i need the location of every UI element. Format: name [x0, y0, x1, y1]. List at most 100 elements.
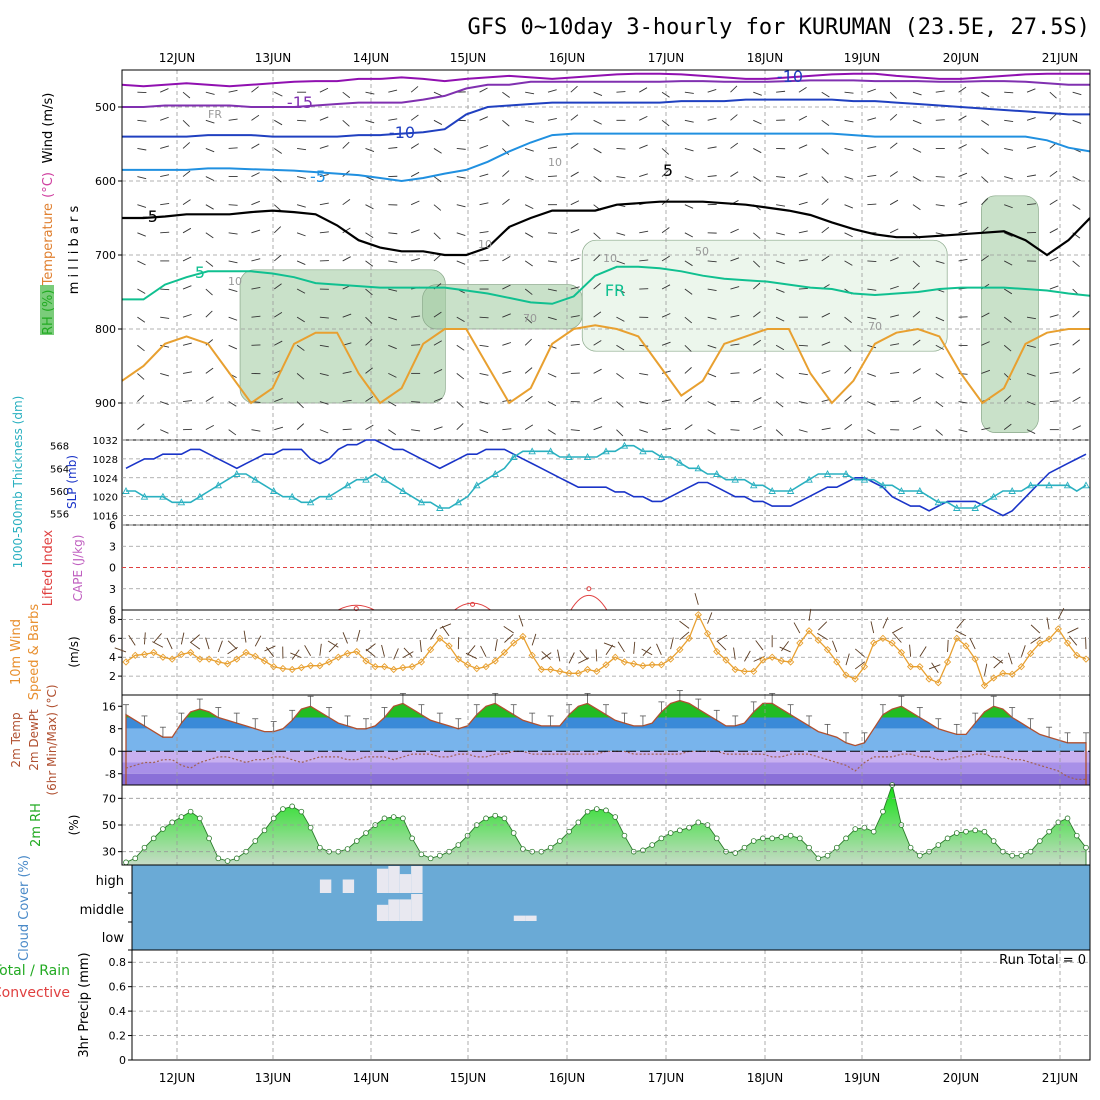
ylabel-lifted-index: Lifted Index: [41, 529, 56, 606]
wind-barb: [639, 87, 648, 93]
wind-barb-10m: [465, 652, 477, 659]
wind-speed-marker: [870, 639, 878, 647]
wind-barb: [1072, 176, 1081, 182]
thickness-marker: [657, 453, 666, 460]
cloud-cell-high: [319, 879, 332, 893]
wind-barb: [433, 254, 441, 262]
wind-barb: [365, 338, 373, 346]
rh-marker: [861, 824, 868, 831]
wind-barb: [753, 91, 762, 96]
wind-barb-10m: [744, 650, 751, 662]
wind-barb: [205, 288, 213, 296]
wind-barb: [502, 370, 512, 374]
wind-barb: [570, 429, 580, 432]
rh-marker: [1037, 838, 1043, 844]
wind-barb: [775, 288, 785, 293]
wind-barb: [547, 344, 557, 349]
rh-marker: [907, 844, 914, 851]
wind-barb-10m: [264, 645, 276, 652]
wind-barb-10m: [993, 659, 1003, 669]
wind-barb: [1095, 119, 1100, 120]
wind-speed-marker: [260, 657, 269, 665]
wind-barb: [1049, 170, 1058, 177]
wind-barb-10m: [403, 647, 413, 657]
wind-barb: [912, 260, 920, 268]
rh-2m-panel: 30 50 70 2m RH (%): [29, 782, 1091, 866]
wind-barb-10m: [419, 639, 422, 652]
li-ylabel-right: CAPE (J/kg): [71, 535, 85, 602]
wind-barb: [867, 429, 876, 435]
wind-speed-marker: [131, 651, 139, 659]
wind-barb: [273, 204, 282, 212]
wind-barb: [639, 173, 648, 177]
wind-speed-marker: [223, 660, 232, 668]
rh-marker: [141, 844, 148, 851]
isotherm--10: [122, 98, 1090, 138]
ylabel-slp: SLP (mb): [65, 455, 79, 509]
wind-barb: [433, 91, 443, 97]
date-label-top: 16JUN: [549, 51, 586, 65]
lifted-index-bump: [454, 602, 491, 611]
wind-barb: [1026, 145, 1036, 149]
wind-barb: [274, 340, 283, 346]
date-label-top: 17JUN: [648, 51, 685, 65]
wind-speed-marker: [288, 665, 296, 674]
wind-speed-marker: [620, 658, 629, 666]
cloud-cell-middle: [388, 899, 400, 921]
wind-barb: [753, 397, 762, 402]
rh-marker: [353, 838, 360, 844]
cloud-cover-panel: high middle low Cloud Cover (%): [17, 855, 1091, 961]
wind-barb: [1095, 91, 1100, 93]
wind-barb: [365, 396, 374, 402]
wind-barb: [730, 257, 740, 262]
wind-barb-10m: [956, 618, 965, 629]
wind-barb: [524, 204, 534, 210]
wind-barb: [730, 372, 740, 374]
wind-barb-10m: [441, 625, 450, 637]
wind-barb: [251, 229, 261, 234]
wind-barb: [889, 199, 899, 206]
wind-barb-10m: [882, 617, 889, 629]
wind-barb: [319, 145, 329, 149]
wind-barb: [935, 344, 944, 350]
thickness-marker: [786, 487, 795, 494]
wind-barb: [1026, 401, 1036, 406]
wind-barb-10m: [494, 639, 498, 652]
wind-barb: [525, 176, 534, 181]
wind-speed-marker: [306, 662, 315, 670]
wind-barb: [479, 173, 489, 177]
temp-ylabel-line: (6hr Min/Max) (°C): [45, 684, 59, 795]
wind-barb: [981, 119, 990, 126]
wind-barb: [616, 147, 626, 150]
rh-marker: [150, 835, 157, 842]
wind-ylabel-units: (m/s): [67, 636, 81, 667]
wind-barb: [867, 344, 877, 349]
wind-speed-line: [125, 613, 1087, 687]
wind-barb-10m: [205, 637, 210, 650]
wind-barb: [775, 401, 784, 408]
wind-barb-10m: [854, 648, 865, 658]
wind-barb: [798, 201, 808, 206]
wind-barb: [137, 260, 146, 266]
wind-barb: [570, 286, 580, 290]
wind-barb: [388, 89, 398, 93]
wind-barb-10m: [707, 612, 713, 624]
wind-barb: [388, 316, 398, 321]
wind-barb: [524, 424, 534, 431]
wind-barb: [889, 113, 898, 121]
wind-barb: [547, 316, 557, 321]
wind-speed-marker: [242, 648, 250, 657]
thickness-marker: [546, 447, 555, 455]
wind-barb: [753, 176, 762, 182]
rh-marker: [252, 838, 259, 844]
wind-barb-10m: [1067, 627, 1079, 634]
wind-barb: [274, 312, 283, 318]
wind-barb: [981, 255, 989, 262]
wind-barb: [1072, 396, 1081, 402]
wind-barb: [753, 368, 762, 374]
wind-barb: [433, 232, 441, 240]
y-tick-label: 70: [102, 792, 116, 805]
wind-barb: [365, 316, 373, 324]
upper-content: -15 -10 -10 -5 -5 5 5 FR FR 10 10 10 70 50 70 10: [122, 70, 1100, 440]
wind-barb: [251, 143, 260, 149]
